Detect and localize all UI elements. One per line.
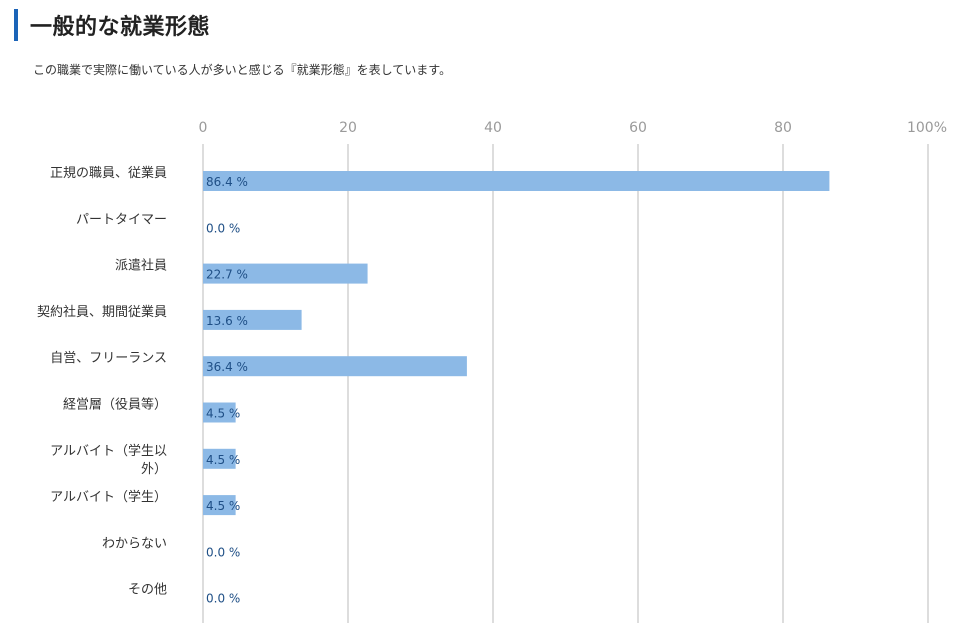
x-tick-label: 60 (629, 120, 647, 136)
page-title: 一般的な就業形態 (30, 15, 211, 40)
category-label: 契約社員、期間従業員 (37, 304, 167, 320)
bar-value-label: 0.0 % (206, 592, 240, 606)
x-tick-label: 0 (199, 120, 208, 136)
bar-value-label: 13.6 % (206, 314, 248, 328)
section-heading: 一般的な就業形態 (14, 9, 210, 41)
category-label: その他 (128, 583, 167, 598)
category-label: 外） (141, 462, 167, 477)
category-label: アルバイト（学生） (50, 489, 167, 505)
bar-value-label: 22.7 % (206, 268, 248, 282)
x-tick-label: 100% (907, 120, 947, 136)
bar-value-label: 0.0 % (206, 221, 240, 235)
x-tick-label: 20 (339, 120, 357, 136)
bar-value-label: 0.0 % (206, 545, 240, 559)
bar (203, 448, 236, 469)
category-label: 自営、フリーランス (50, 351, 167, 366)
chart-description: この職業で実際に働いている人が多いと感じる『就業形態』を表しています。 (33, 63, 452, 77)
x-tick-label: 40 (484, 120, 502, 136)
bar (203, 356, 467, 377)
bar-value-label: 4.5 % (206, 453, 240, 467)
x-tick-label: 80 (774, 120, 792, 136)
category-label: わからない (102, 536, 167, 551)
bar-value-label: 4.5 % (206, 407, 240, 421)
bar (203, 309, 302, 330)
category-label: 正規の職員、従業員 (50, 165, 167, 181)
category-label: 派遣社員 (115, 258, 167, 274)
category-label: 経営層（役員等） (63, 397, 167, 413)
bar (203, 171, 830, 191)
category-label: パートタイマー (76, 212, 167, 227)
bar (203, 402, 236, 423)
bar-value-label: 86.4 % (206, 175, 248, 189)
bar (203, 495, 236, 516)
category-label: アルバイト（学生以 (50, 443, 167, 459)
bar (203, 263, 368, 284)
bar-value-label: 4.5 % (206, 499, 240, 513)
bar-value-label: 36.4 % (206, 360, 248, 374)
